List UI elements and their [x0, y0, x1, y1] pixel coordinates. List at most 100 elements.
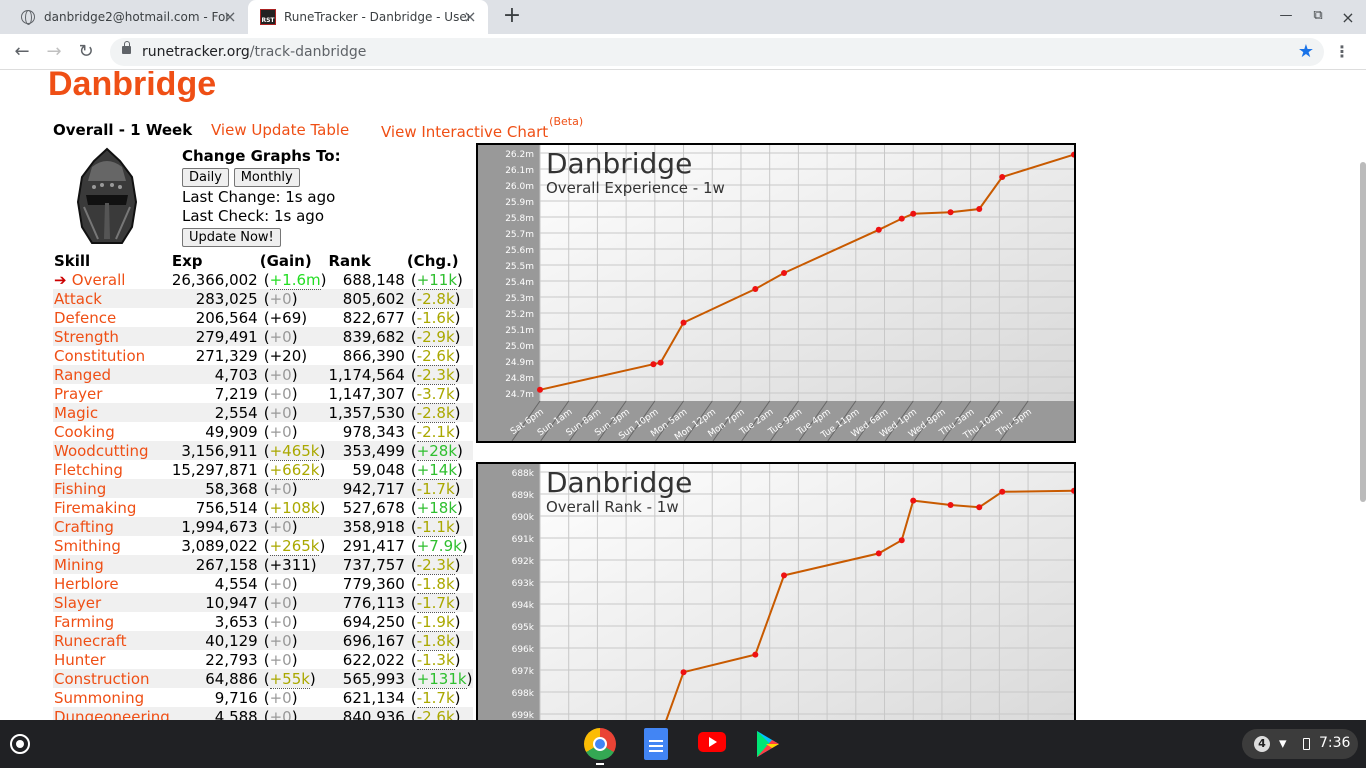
x-tick-mark: [597, 400, 627, 441]
rank-cell: 688,148: [342, 270, 405, 289]
skill-name-link[interactable]: Runecraft: [53, 631, 171, 650]
gain-value: +311: [269, 555, 311, 574]
table-row: ➔ Overall 26,366,002 (+1.6m) 688,148 (+11k): [53, 270, 473, 290]
x-tick-mark: [626, 400, 656, 441]
rank-change-value: +7.9k: [416, 536, 462, 556]
y-tick-label: 25.7m: [505, 230, 534, 240]
close-icon[interactable]: ×: [223, 7, 237, 26]
rank-change-value: -1.7k: [416, 688, 455, 708]
menu-icon[interactable]: ⋮: [1334, 42, 1350, 61]
gain-value: +0: [269, 650, 292, 669]
rank-change-value: -2.6k: [416, 707, 455, 720]
docs-icon[interactable]: [644, 728, 668, 760]
view-update-table-link[interactable]: View Update Table: [211, 121, 350, 139]
table-row: Smithing 3,089,022 (+265k) 291,417 (+7.9k): [53, 536, 473, 556]
plot-area: [540, 464, 1074, 720]
view-interactive-chart-link[interactable]: View Interactive Chart(Beta): [381, 115, 583, 141]
exp-cell: 206,564: [195, 308, 258, 327]
table-row: Hunter 22,793 (+0) 622,022 (-1.3k): [53, 650, 473, 670]
skill-name-link[interactable]: Fletching: [53, 460, 171, 479]
skill-name-link[interactable]: Ranged: [53, 365, 171, 384]
youtube-icon[interactable]: [698, 732, 726, 752]
skill-name-link[interactable]: Slayer: [53, 593, 171, 612]
table-row: Crafting 1,994,673 (+0) 358,918 (-1.1k): [53, 517, 474, 537]
runetracker-favicon-icon: RST: [260, 9, 276, 25]
skill-name-link[interactable]: ➔ Overall: [53, 270, 171, 289]
chart-title: Danbridge: [546, 466, 692, 499]
tab-runetracker[interactable]: RST RuneTracker - Danbridge - User P ×: [248, 0, 488, 34]
update-now-button[interactable]: Update Now!: [182, 228, 281, 247]
data-point: [898, 215, 905, 222]
skill-name-link[interactable]: Herblore: [53, 574, 171, 593]
minimize-icon[interactable]: —: [1279, 8, 1293, 23]
data-point: [976, 206, 983, 212]
skill-name-link[interactable]: Crafting: [53, 517, 171, 536]
rank-change-cell: (+11k): [410, 270, 463, 290]
monthly-button[interactable]: Monthly: [233, 168, 300, 187]
data-point: [999, 488, 1006, 495]
skill-name-link[interactable]: Attack: [53, 289, 171, 308]
status-tray[interactable]: 4 ▾ 7:36: [1242, 729, 1358, 759]
close-icon[interactable]: ×: [463, 7, 477, 26]
rank-change-value: -2.3k: [416, 555, 455, 575]
data-point: [781, 572, 788, 579]
skill-name: Prayer: [54, 384, 103, 403]
skill-name-link[interactable]: Woodcutting: [53, 441, 171, 460]
launcher-icon[interactable]: [10, 734, 30, 754]
skill-name-link[interactable]: Construction: [53, 669, 171, 688]
rank-change-value: +131k: [416, 669, 467, 689]
col-skill: Skill: [54, 251, 91, 270]
skill-name-link[interactable]: Hunter: [53, 650, 171, 669]
tab-forum[interactable]: danbridge2@hotmail.com - Foru ×: [8, 0, 248, 34]
skill-name-link[interactable]: Smithing: [53, 536, 171, 555]
skill-name-link[interactable]: Summoning: [53, 688, 171, 707]
close-window-icon[interactable]: ×: [1341, 8, 1355, 27]
gain-value: +0: [269, 365, 292, 384]
page-scrollbar[interactable]: [1360, 162, 1366, 502]
skill-name: Attack: [54, 289, 102, 308]
skill-name-link[interactable]: Firemaking: [53, 498, 171, 517]
interactive-chart-label: View Interactive Chart: [381, 123, 549, 141]
rank-cell: 822,677: [342, 308, 405, 327]
restore-icon[interactable]: ⧉: [1313, 8, 1323, 23]
reload-icon[interactable]: ↻: [78, 41, 94, 62]
skill-name-link[interactable]: Farming: [53, 612, 171, 631]
gain-cell: (+0): [258, 707, 328, 720]
table-row: Magic 2,554 (+0) 1,357,530 (-2.8k): [53, 403, 474, 423]
rank-cell: 527,678: [342, 498, 405, 517]
gain-cell: (+662k): [263, 460, 326, 480]
chart-subtitle: Overall Experience - 1w: [546, 179, 725, 197]
daily-button[interactable]: Daily: [182, 168, 229, 187]
rank-cell: 1,147,307: [328, 384, 405, 403]
gain-value: +0: [269, 289, 292, 308]
rank-change-value: +18k: [416, 498, 458, 518]
y-tick-label: 25.2m: [505, 310, 534, 320]
tab-title: RuneTracker - Danbridge - User P: [284, 10, 469, 24]
skill-name-link[interactable]: Constitution: [53, 346, 171, 365]
rank-cell: 696,167: [327, 631, 406, 650]
address-bar[interactable]: runetracker.org/track-danbridge ★: [110, 38, 1324, 66]
skill-name-link[interactable]: Prayer: [53, 384, 171, 403]
skill-name-link[interactable]: Fishing: [53, 479, 171, 498]
chrome-icon[interactable]: [584, 728, 616, 760]
skill-name-link[interactable]: Cooking: [53, 422, 171, 441]
rank-change-value: -1.9k: [416, 612, 455, 632]
new-tab-button[interactable]: +: [502, 3, 522, 28]
rank-change-cell: (-2.9k): [405, 327, 474, 347]
data-point: [947, 502, 954, 508]
skill-name-link[interactable]: Dungeoneering: [53, 707, 171, 720]
bookmark-star-icon[interactable]: ★: [1297, 41, 1314, 62]
skill-name-link[interactable]: Strength: [53, 327, 171, 346]
play-store-icon[interactable]: [752, 728, 784, 760]
y-tick-label: 25.8m: [505, 214, 534, 224]
skill-name-link[interactable]: Mining: [53, 555, 171, 574]
rank-cell: 1,357,530: [327, 403, 406, 422]
skill-name-link[interactable]: Defence: [53, 308, 171, 327]
rank-cell: 840,936: [327, 707, 406, 720]
skill-name: Construction: [54, 669, 150, 688]
forward-icon[interactable]: →: [46, 41, 62, 62]
lock-icon: [122, 41, 131, 54]
skill-name-link[interactable]: Magic: [53, 403, 171, 422]
data-point: [947, 209, 954, 216]
back-icon[interactable]: ←: [14, 41, 30, 62]
